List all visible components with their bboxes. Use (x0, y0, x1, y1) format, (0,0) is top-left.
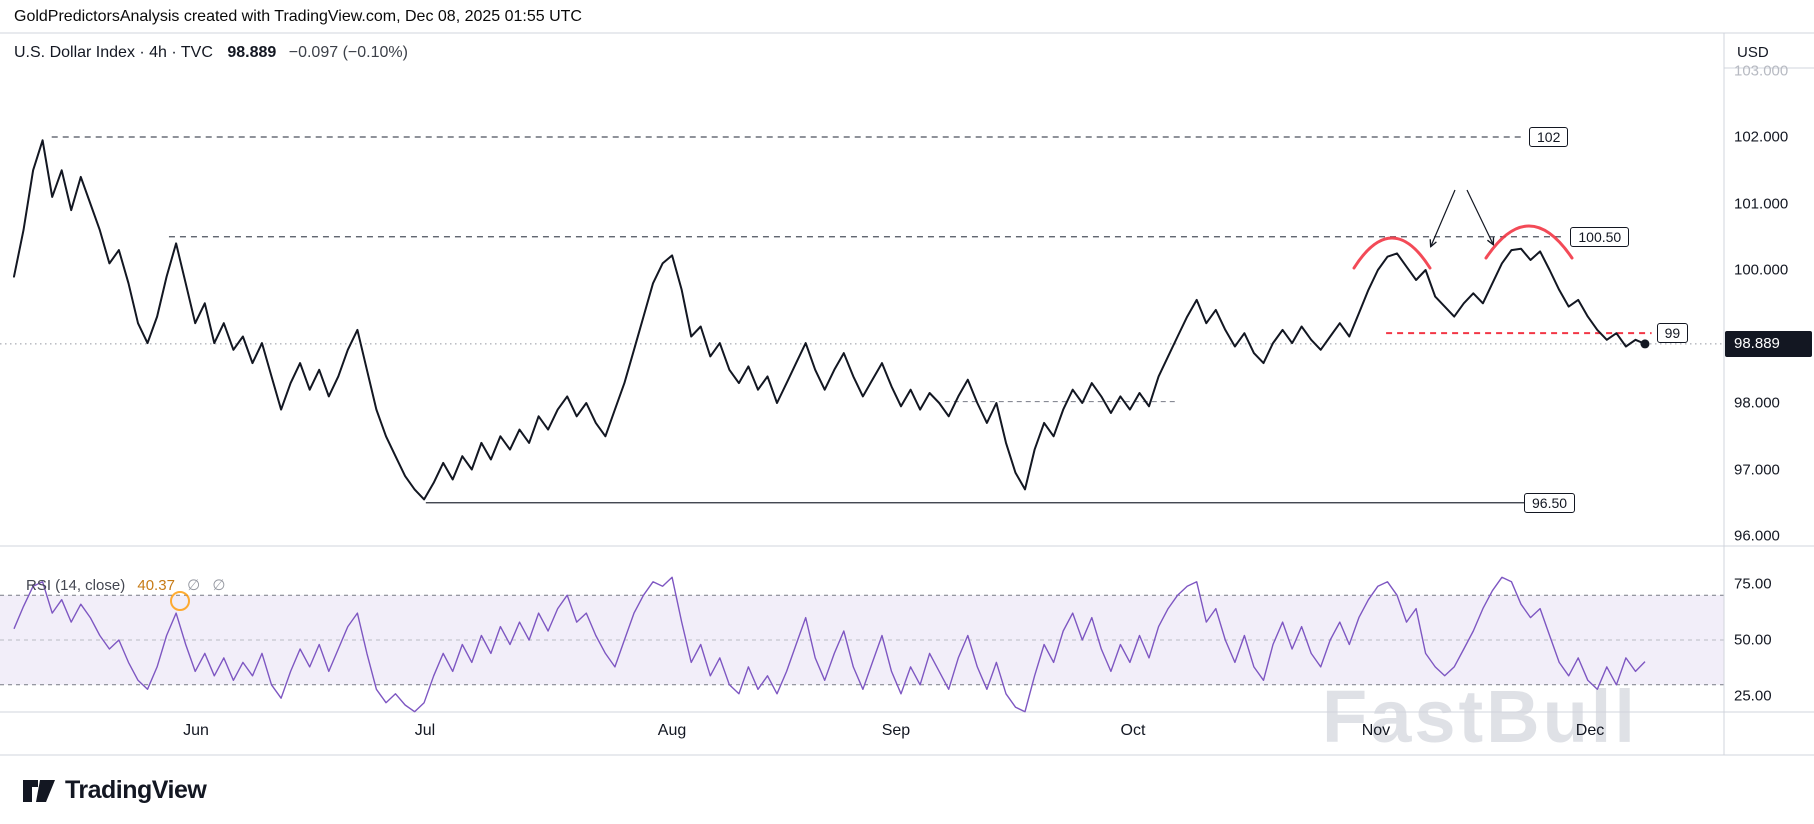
price-change: −0.097 (−0.10%) (288, 44, 408, 61)
annotation-arrow-2[interactable] (1466, 189, 1493, 244)
price-line-series[interactable] (13, 139, 1646, 501)
tradingview-logo[interactable]: TradingView (22, 776, 207, 805)
price-axis-currency[interactable]: USD (1737, 44, 1769, 61)
annotation-arrow-1[interactable] (1431, 189, 1456, 246)
symbol-header: U.S. Dollar Index · 4h · TVC 98.889 −0.0… (14, 44, 408, 62)
rsi-header: RSI (14, close) 40.37 ∅ ∅ (26, 576, 225, 594)
fastbull-watermark: FastBull (1322, 675, 1638, 758)
tradingview-brand-text: TradingView (65, 776, 207, 804)
rsi-hidden-plot-1: ∅ (187, 577, 201, 594)
symbol-title[interactable]: U.S. Dollar Index · 4h · TVC (14, 44, 213, 61)
attribution-text: GoldPredictorsAnalysis created with Trad… (14, 8, 582, 25)
rsi-line-series[interactable] (13, 576, 1646, 713)
rsi-band (0, 595, 1724, 685)
rsi-hidden-plot-2: ∅ (212, 577, 226, 594)
last-price-dot (1640, 339, 1650, 349)
rsi-highlight-circle[interactable] (170, 591, 190, 611)
rsi-value: 40.37 (137, 577, 175, 594)
chart-main-layer (0, 32, 1814, 756)
current-price-badge: 98.889 (1725, 330, 1812, 357)
rsi-indicator-label[interactable]: RSI (14, close) (26, 577, 126, 594)
last-price: 98.889 (227, 44, 277, 61)
rsi-band-layer (0, 594, 1724, 686)
double-top-arc-2[interactable] (1484, 224, 1574, 260)
tradingview-logo-mark (23, 779, 55, 802)
double-top-arc-1[interactable] (1352, 236, 1432, 270)
